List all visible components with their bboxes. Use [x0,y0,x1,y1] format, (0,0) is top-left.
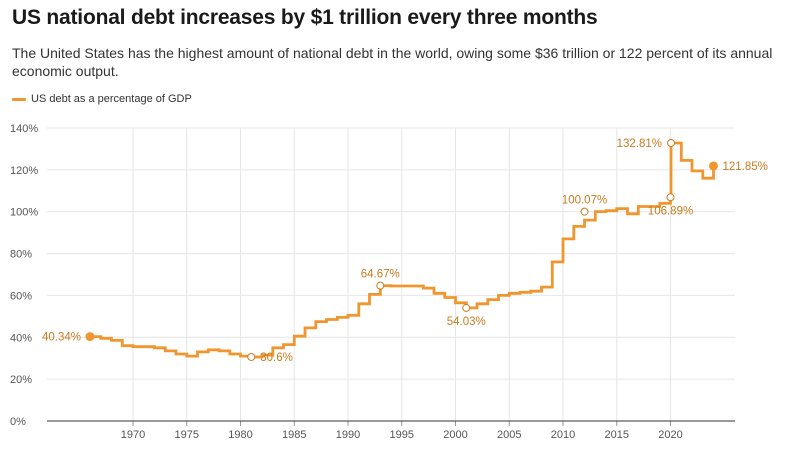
data-label: 121.85% [723,161,768,173]
x-tick-label: 2015 [605,429,629,441]
x-tick-label: 2020 [658,429,682,441]
data-label: 132.81% [617,138,662,150]
x-tick-label: 1990 [336,429,360,441]
data-label: 40.34% [42,332,81,344]
x-tick-label: 2000 [443,429,467,441]
legend-swatch [12,97,26,101]
x-tick-label: 1975 [175,429,199,441]
data-point-marker [376,281,385,290]
chart-title: US national debt increases by $1 trillio… [12,6,598,29]
y-tick-label: 120% [10,165,38,177]
legend-label: US debt as a percentage of GDP [31,93,192,105]
chart-subtitle: The United States has the highest amount… [12,45,773,79]
x-tick-label: 2010 [551,429,575,441]
data-point-marker [462,303,471,312]
data-point-marker [247,352,256,361]
x-tick-label: 1970 [121,429,145,441]
data-label: 100.07% [562,195,607,207]
y-tick-label: 0% [10,416,26,428]
y-tick-label: 140% [10,123,38,135]
data-point-marker [667,139,676,148]
data-label: 30.6% [260,352,293,364]
data-point-marker [666,193,675,202]
series-line [90,141,715,359]
data-label: 64.67% [361,269,400,281]
data-label: 54.03% [447,316,486,328]
data-label: 106.89% [648,205,693,217]
data-point-marker [709,161,718,171]
y-tick-label: 60% [10,290,32,302]
y-tick-label: 80% [10,249,32,261]
legend: US debt as a percentage of GDP [12,93,192,105]
x-tick-label: 1985 [282,429,306,441]
y-tick-label: 40% [10,332,32,344]
data-point-marker [85,332,95,342]
y-tick-label: 100% [10,207,38,219]
y-tick-label: 20% [10,374,32,386]
x-tick-label: 1995 [390,429,414,441]
data-point-marker [580,207,589,216]
x-tick-label: 2005 [497,429,521,441]
x-tick-label: 1980 [228,429,252,441]
